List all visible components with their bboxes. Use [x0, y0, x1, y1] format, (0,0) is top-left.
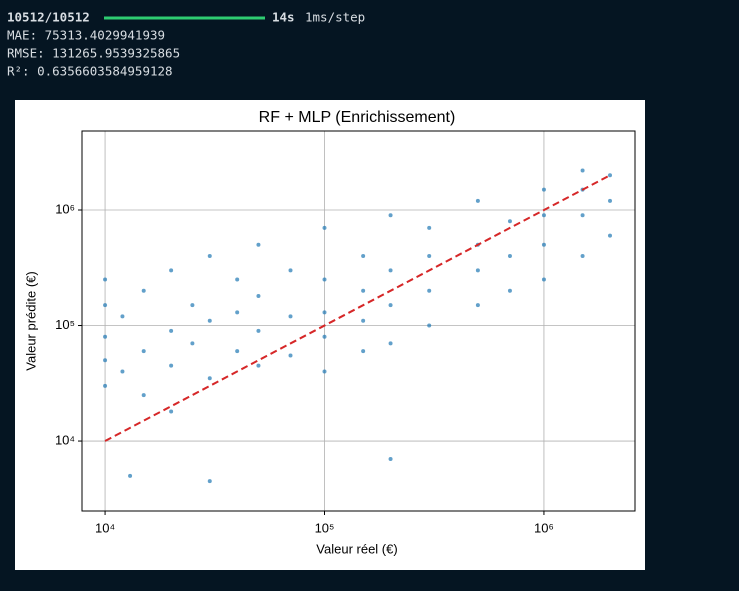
- scatter-point: [475, 268, 480, 273]
- scatter-point: [141, 349, 146, 354]
- scatter-point: [322, 225, 327, 230]
- scatter-point: [507, 219, 512, 224]
- scatter-point: [427, 288, 432, 293]
- scatter-point: [388, 213, 393, 218]
- scatter-point: [120, 369, 125, 374]
- scatter-point: [169, 409, 174, 414]
- scatter-point: [141, 393, 146, 398]
- scatter-point: [103, 303, 108, 308]
- scatter-point: [607, 233, 612, 238]
- y-tick-label: 10⁵: [55, 317, 75, 332]
- scatter-point: [361, 253, 366, 258]
- scatter-point: [288, 314, 293, 319]
- scatter-point: [288, 353, 293, 358]
- scatter-point: [475, 303, 480, 308]
- scatter-point: [103, 383, 108, 388]
- scatter-point: [580, 253, 585, 258]
- scatter-point: [120, 314, 125, 319]
- scatter-point: [607, 198, 612, 203]
- scatter-point: [103, 277, 108, 282]
- y-axis-label: Valeur prédite (€): [23, 271, 38, 370]
- console-line: MAE: 75313.4029941939: [7, 28, 165, 43]
- console-line: R²: 0.6356603584959128: [7, 64, 173, 79]
- y-tick-label: 10⁶: [55, 201, 75, 216]
- scatter-point: [169, 328, 174, 333]
- scatter-point: [541, 187, 546, 192]
- scatter-point: [541, 242, 546, 247]
- scatter-point: [288, 268, 293, 273]
- console-line: RMSE: 131265.9539325865: [7, 46, 180, 61]
- scatter-point: [322, 277, 327, 282]
- scatter-point: [475, 198, 480, 203]
- scatter-point: [235, 277, 240, 282]
- scatter-point: [207, 479, 212, 484]
- scatter-point: [190, 341, 195, 346]
- progress-count: 10512/10512: [7, 10, 90, 25]
- scatter-point: [361, 349, 366, 354]
- scatter-point: [256, 294, 261, 299]
- scatter-point: [507, 253, 512, 258]
- scatter-point: [388, 268, 393, 273]
- scatter-point: [169, 268, 174, 273]
- scatter-point: [580, 168, 585, 173]
- figure: [15, 100, 645, 570]
- scatter-point: [388, 303, 393, 308]
- scatter-point: [427, 323, 432, 328]
- scatter-point: [235, 349, 240, 354]
- reference-line: [104, 174, 611, 442]
- scatter-point: [388, 456, 393, 461]
- x-axis-label: Valeur réel (€): [316, 541, 397, 556]
- scatter-point: [361, 288, 366, 293]
- scatter-point: [322, 310, 327, 315]
- scatter-point: [322, 369, 327, 374]
- scatter-point: [388, 341, 393, 346]
- scatter-point: [541, 277, 546, 282]
- chart-title: RF + MLP (Enrichissement): [259, 109, 456, 126]
- scatter-point: [207, 376, 212, 381]
- progress-step: 1ms/step: [305, 10, 365, 25]
- scatter-point: [207, 253, 212, 258]
- scatter-point: [322, 334, 327, 339]
- x-tick-label: 10⁴: [95, 520, 115, 535]
- scatter-point: [103, 358, 108, 363]
- scatter-point: [580, 213, 585, 218]
- x-tick-label: 10⁵: [315, 520, 335, 535]
- x-tick-label: 10⁶: [534, 520, 554, 535]
- scatter-point: [256, 363, 261, 368]
- scatter-point: [256, 328, 261, 333]
- scatter-point: [361, 318, 366, 323]
- scatter-point: [169, 363, 174, 368]
- scatter-point: [427, 253, 432, 258]
- scatter-point: [128, 473, 133, 478]
- scatter-point: [207, 318, 212, 323]
- progress-time: 14s: [272, 10, 295, 25]
- scatter-point: [256, 242, 261, 247]
- scatter-point: [235, 310, 240, 315]
- scatter-point: [541, 213, 546, 218]
- scatter-point: [103, 334, 108, 339]
- plot-frame: [81, 130, 636, 512]
- scatter-point: [427, 225, 432, 230]
- scatter-point: [190, 303, 195, 308]
- scatter-point: [507, 288, 512, 293]
- scatter-point: [141, 288, 146, 293]
- scatter-point: [607, 173, 612, 178]
- y-tick-label: 10⁴: [55, 432, 75, 447]
